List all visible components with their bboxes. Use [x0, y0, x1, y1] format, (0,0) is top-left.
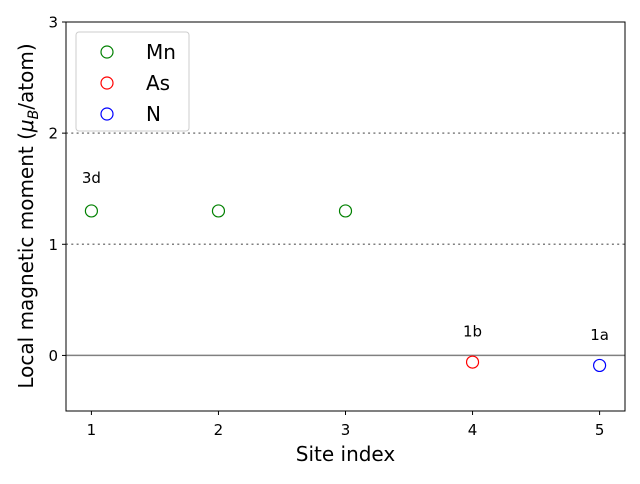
data-point-as-1	[465, 355, 480, 369]
data-point-mn-1	[84, 204, 99, 218]
y-axis-ticks: 0 1 2 3	[48, 14, 66, 365]
y-axis-label: Local magnetic moment (μB/atom)	[14, 43, 42, 388]
y-axis-label-mu: μ	[14, 119, 38, 133]
legend-label-mn: Mn	[146, 40, 176, 64]
y-axis-label-subscript: B	[26, 110, 42, 120]
data-point-mn-3	[338, 204, 353, 218]
y-axis-label-prefix: Local magnetic moment (	[14, 132, 38, 389]
data-points	[84, 204, 607, 373]
x-tick-label: 1	[87, 421, 97, 439]
y-tick-label: 0	[48, 347, 58, 365]
x-tick-label: 2	[214, 421, 224, 439]
y-tick-label: 3	[48, 14, 58, 32]
reference-lines	[66, 132, 625, 357]
legend-label-n: N	[146, 102, 161, 126]
legend-label-as: As	[146, 71, 170, 95]
x-axis-label: Site index	[296, 442, 396, 466]
x-tick-label: 3	[341, 421, 351, 439]
x-axis-ticks: 1 2 3 4 5	[87, 411, 605, 439]
annotation-label: 1a	[590, 326, 609, 344]
x-tick-label: 4	[468, 421, 478, 439]
y-tick-label: 2	[48, 125, 58, 143]
x-tick-label: 5	[595, 421, 605, 439]
legend-marker-n	[100, 107, 114, 121]
legend-items: Mn As N	[100, 40, 176, 126]
legend: Mn As N	[75, 31, 190, 132]
data-point-mn-2	[211, 204, 226, 218]
data-point-n-1	[592, 358, 607, 373]
annotations: 3d 1b 1a	[82, 169, 609, 344]
y-tick-label: 1	[48, 236, 58, 254]
annotation-label: 3d	[82, 169, 101, 187]
annotation-label: 1b	[463, 323, 482, 341]
y-axis-label-suffix: /atom)	[14, 43, 38, 109]
legend-marker-mn	[100, 45, 114, 59]
legend-marker-as	[100, 76, 114, 90]
